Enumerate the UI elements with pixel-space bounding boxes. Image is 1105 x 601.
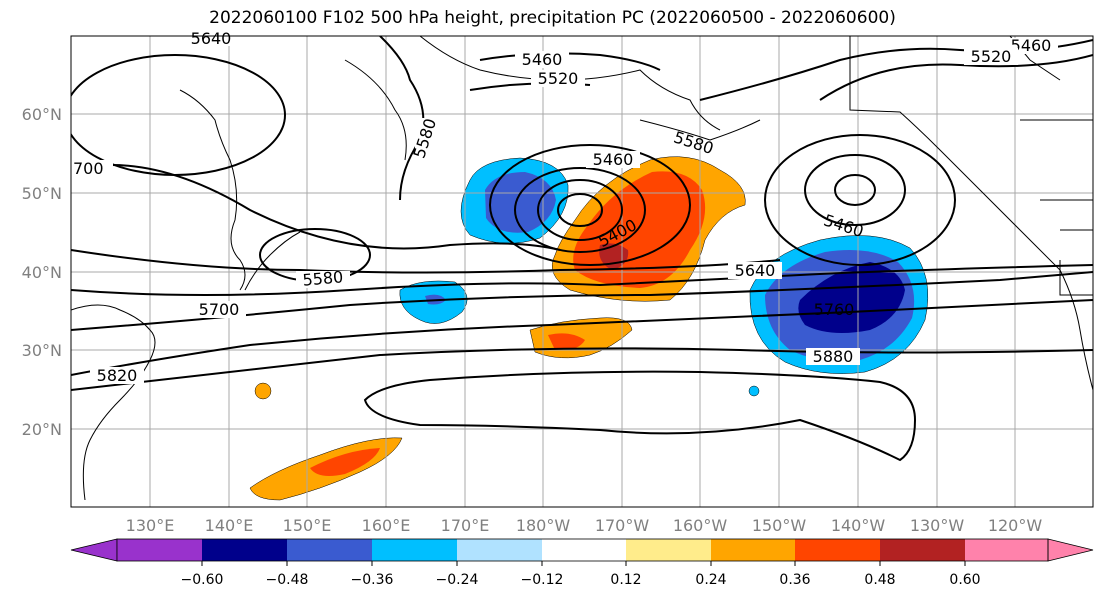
graticule: [71, 36, 1093, 507]
colorbar-segment: [711, 539, 795, 561]
contour-label: 5520: [971, 47, 1012, 66]
colorbar-tick-label: −0.60: [181, 572, 224, 588]
lon-label: 130°W: [910, 516, 965, 535]
colorbar-segment: [965, 539, 1048, 561]
contour-label: 5700: [199, 300, 240, 319]
contour-label: 5820: [97, 366, 138, 385]
lon-label: 160°W: [673, 516, 728, 535]
contour-label: 5460: [1011, 36, 1052, 55]
colorbar: −0.60 −0.48 −0.36 −0.24 −0.12 0.12 0.24 …: [70, 538, 1094, 588]
lat-label: 60°N: [22, 105, 62, 124]
contour-labels: 5640 5460 5520 5460 5520 5580 700 5460 5…: [71, 29, 1058, 385]
colorbar-tick-label: 0.12: [610, 572, 641, 588]
colorbar-tick-label: −0.48: [266, 572, 309, 588]
contour-label: 700: [73, 159, 104, 178]
lat-label: 40°N: [22, 263, 62, 282]
map-frame: [70, 35, 1094, 508]
colorbar-segment: [457, 539, 542, 561]
contour-label: 5640: [735, 261, 776, 280]
colorbar-segment: [117, 539, 202, 561]
lon-label: 130°E: [126, 516, 175, 535]
lon-labels: 130°E 140°E 150°E 160°E 170°E 180°W 170°…: [126, 516, 1043, 535]
colorbar-segment: [287, 539, 372, 561]
colorbar-tick-label: 0.60: [949, 572, 980, 588]
lat-label: 30°N: [22, 341, 62, 360]
lon-label: 150°E: [283, 516, 332, 535]
lat-label: 20°N: [22, 420, 62, 439]
colorbar-segment: [880, 539, 965, 561]
colorbar-segment: [202, 539, 287, 561]
colorbar-tick-label: 0.36: [779, 572, 810, 588]
lon-label: 140°E: [205, 516, 254, 535]
contour-label: 5520: [538, 69, 579, 88]
colorbar-segment: [542, 539, 626, 561]
colorbar-tick-label: −0.24: [436, 572, 479, 588]
lat-labels: 60°N 50°N 40°N 30°N 20°N: [22, 105, 62, 439]
lon-label: 170°W: [595, 516, 650, 535]
colorbar-tick-label: −0.36: [351, 572, 394, 588]
colorbar-tick-label: 0.48: [864, 572, 895, 588]
contour-label: 5460: [593, 150, 634, 169]
lon-label: 140°W: [831, 516, 886, 535]
colorbar-tick-label: −0.12: [521, 572, 564, 588]
colorbar-tick-label: 0.24: [695, 572, 726, 588]
contour-label: 5880: [813, 347, 854, 366]
lon-label: 180°W: [516, 516, 571, 535]
height-contours: [71, 36, 1093, 462]
lon-label: 150°W: [752, 516, 807, 535]
coastlines: [71, 36, 1093, 501]
contour-label: 5460: [522, 50, 563, 69]
colorbar-high-arrow: [1047, 538, 1094, 562]
colorbar-segment: [795, 539, 880, 561]
colorbar-segment: [626, 539, 711, 561]
contour-label: 5640: [191, 29, 232, 48]
lat-label: 50°N: [22, 184, 62, 203]
lon-label: 170°E: [441, 516, 490, 535]
contour-label: 5580: [302, 267, 344, 289]
colorbar-segment: [372, 539, 457, 561]
contour-label: 5760: [814, 300, 855, 319]
colorbar-low-arrow: [70, 538, 118, 562]
map-title: 2022060100 F102 500 hPa height, precipit…: [209, 8, 896, 28]
lon-label: 120°W: [988, 516, 1043, 535]
lon-label: 160°E: [362, 516, 411, 535]
